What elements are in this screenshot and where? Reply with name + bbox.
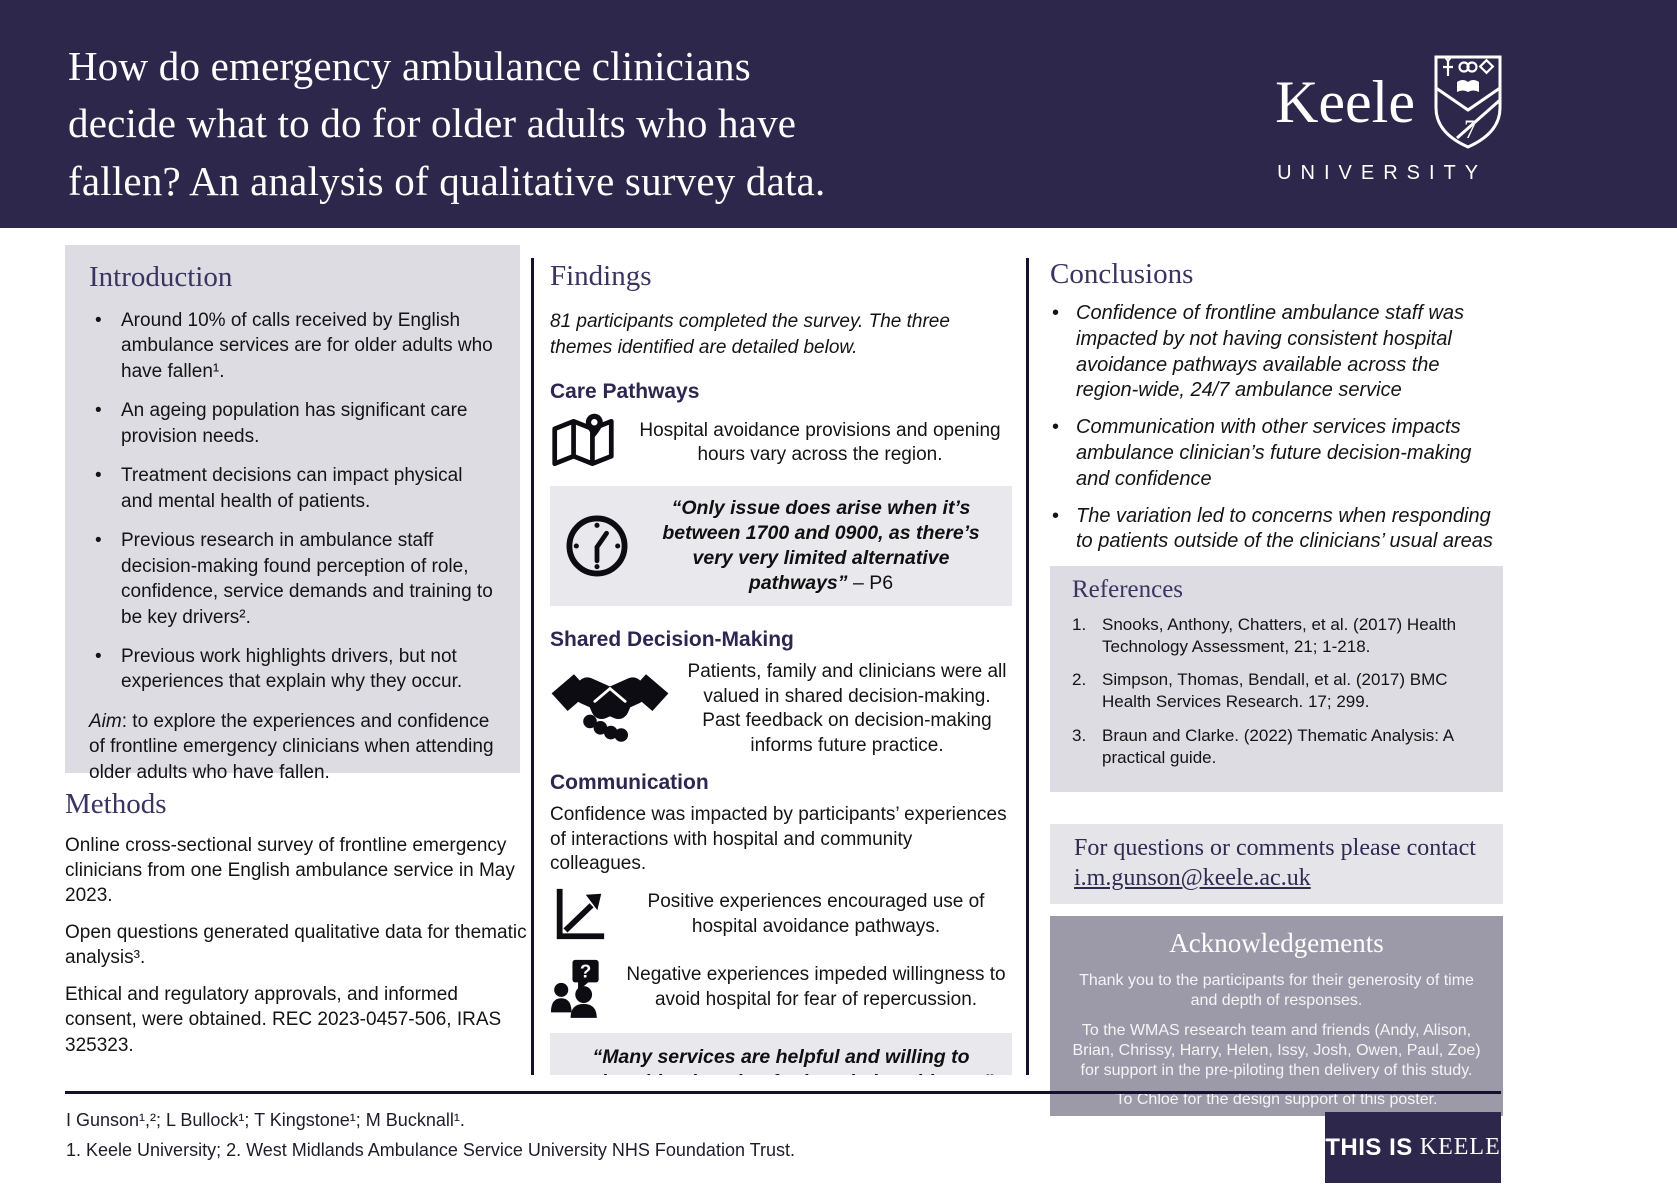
- reference-number: 1.: [1072, 615, 1087, 635]
- keele-logo-subtitle: UNIVERSITY: [1277, 162, 1488, 184]
- positive-experiences-text: Positive experiences encouraged use of h…: [647, 891, 985, 937]
- keele-shield-digit: 7: [1464, 115, 1477, 144]
- people-question-icon: ?: [550, 959, 599, 1018]
- map-icon: [552, 414, 614, 467]
- question-mark-glyph: ?: [580, 961, 591, 982]
- reference-number: 3.: [1072, 725, 1087, 745]
- chart-up-icon: [556, 888, 605, 940]
- care-pathways-text: Hospital avoidance provisions and openin…: [639, 419, 1001, 466]
- list-item: Previous research in ambulance staff dec…: [89, 528, 496, 630]
- negative-experiences-text: Negative experiences impeded willingness…: [626, 964, 1006, 1010]
- shared-decision-making-heading: Shared Decision-Making: [550, 628, 794, 652]
- methods-paragraph: Ethical and regulatory approvals, and in…: [65, 984, 502, 1056]
- quote-box-p6: “Only issue does arise when it’s between…: [550, 486, 1012, 607]
- header-banner: How do emergency ambulance clinicians de…: [0, 0, 1677, 228]
- keele-logo-wordmark: Keele: [1275, 69, 1415, 135]
- acknowledgements-paragraph: Thank you to the participants for their …: [1079, 972, 1474, 1010]
- handshake-icon: [551, 674, 669, 743]
- reference-number: 2.: [1072, 670, 1087, 690]
- list-item: Treatment decisions can impact physical …: [89, 463, 496, 514]
- care-pathways-heading: Care Pathways: [550, 380, 700, 404]
- conclusions-heading: Conclusions: [1050, 258, 1194, 290]
- keele-logo: Keele: [1275, 52, 1505, 185]
- list-item: The variation led to concerns when respo…: [1050, 504, 1503, 556]
- brand-bold-text: THIS IS: [1325, 1133, 1413, 1161]
- shared-decision-making-row: Patients, family and clinicians were all…: [550, 660, 1012, 759]
- communication-heading: Communication: [550, 770, 709, 794]
- communication-lead: Confidence was impacted by participants’…: [550, 803, 1007, 875]
- affiliations-line: 1. Keele University; 2. West Midlands Am…: [66, 1140, 795, 1160]
- conclusions-bullet-list: Confidence of frontline ambulance staff …: [1050, 301, 1503, 555]
- reference-entry: 2. Simpson, Thomas, Bendall, et al. (201…: [1072, 669, 1483, 713]
- acknowledgements-paragraph: To the WMAS research team and friends (A…: [1072, 1021, 1481, 1079]
- list-item: Around 10% of calls received by English …: [89, 308, 496, 384]
- references-heading: References: [1072, 576, 1184, 604]
- quote-p6-attribution: – P6: [847, 572, 894, 595]
- introduction-panel: Introduction Around 10% of calls receive…: [65, 245, 520, 783]
- list-item: Previous work highlights drivers, but no…: [89, 644, 496, 695]
- contact-panel: For questions or comments please contact…: [1050, 823, 1503, 905]
- methods-paragraph: Open questions generated qualitative dat…: [65, 922, 527, 969]
- aim-text: : to explore the experiences and confide…: [89, 710, 494, 783]
- contact-email-link[interactable]: i.m.gunson@keele.ac.uk: [1074, 864, 1311, 891]
- list-item: Confidence of frontline ambulance staff …: [1050, 301, 1503, 404]
- authors-line: I Gunson¹,²; L Bullock¹; T Kingstone¹; M…: [66, 1110, 465, 1130]
- methods-heading: Methods: [65, 788, 167, 820]
- brand-serif-text: KEELE: [1419, 1134, 1501, 1160]
- acknowledgements-paragraph: To Chloé for the design support of this …: [1115, 1091, 1438, 1109]
- aim-label: Aim: [89, 710, 122, 732]
- reference-text: Simpson, Thomas, Bendall, et al. (2017) …: [1102, 670, 1448, 712]
- keele-shield-icon: 7: [1434, 55, 1502, 149]
- introduction-bullet-list: Around 10% of calls received by English …: [89, 308, 496, 695]
- references-panel: References 1. Snooks, Anthony, Chatters,…: [1050, 566, 1503, 792]
- findings-heading: Findings: [550, 260, 652, 292]
- list-item: Communication with other services impact…: [1050, 415, 1503, 492]
- footer-divider: [65, 1091, 1501, 1094]
- findings-intro: 81 participants completed the survey. Th…: [550, 311, 950, 358]
- acknowledgements-heading: Acknowledgements: [1169, 928, 1384, 959]
- contact-text: For questions or comments please contact: [1074, 834, 1476, 861]
- poster-title: How do emergency ambulance clinicians de…: [68, 43, 826, 204]
- conclusions-column: Conclusions Confidence of frontline ambu…: [1050, 258, 1503, 1117]
- findings-section: Findings 81 participants completed the s…: [531, 258, 1029, 1075]
- reference-text: Braun and Clarke. (2022) Thematic Analys…: [1102, 725, 1454, 767]
- reference-entry: 1. Snooks, Anthony, Chatters, et al. (20…: [1072, 614, 1483, 658]
- quote-p18-text: “Many services are helpful and willing t…: [569, 1045, 994, 1075]
- quote-p18: “Many services are helpful and willing t…: [568, 1045, 994, 1075]
- quote-box-p18: “Many services are helpful and willing t…: [550, 1032, 1012, 1075]
- reference-text: Snooks, Anthony, Chatters, et al. (2017)…: [1102, 615, 1457, 657]
- introduction-heading: Introduction: [89, 261, 233, 293]
- methods-paragraph: Online cross-sectional survey of frontli…: [65, 835, 515, 907]
- list-item: An ageing population has significant car…: [89, 398, 496, 449]
- this-is-keele-logo: THIS IS KEELE: [1325, 1112, 1501, 1183]
- quote-p6: “Only issue does arise when it’s between…: [642, 496, 1000, 596]
- methods-section: Methods Online cross-sectional survey of…: [65, 788, 527, 1070]
- clock-icon: [566, 515, 628, 577]
- care-pathways-row: Hospital avoidance provisions and openin…: [550, 412, 1012, 474]
- reference-entry: 3. Braun and Clarke. (2022) Thematic Ana…: [1072, 725, 1483, 769]
- quote-p6-text: “Only issue does arise when it’s between…: [662, 497, 980, 595]
- acknowledgements-panel: Acknowledgements Thank you to the partic…: [1050, 916, 1503, 1117]
- positive-experiences-row: Positive experiences encouraged use of h…: [550, 885, 1012, 945]
- negative-experiences-row: ? Negative experiences impeded willingne…: [550, 957, 1012, 1019]
- aim-statement: Aim: to explore the experiences and conf…: [89, 709, 496, 785]
- shared-decision-making-text: Patients, family and clinicians were all…: [687, 661, 1007, 757]
